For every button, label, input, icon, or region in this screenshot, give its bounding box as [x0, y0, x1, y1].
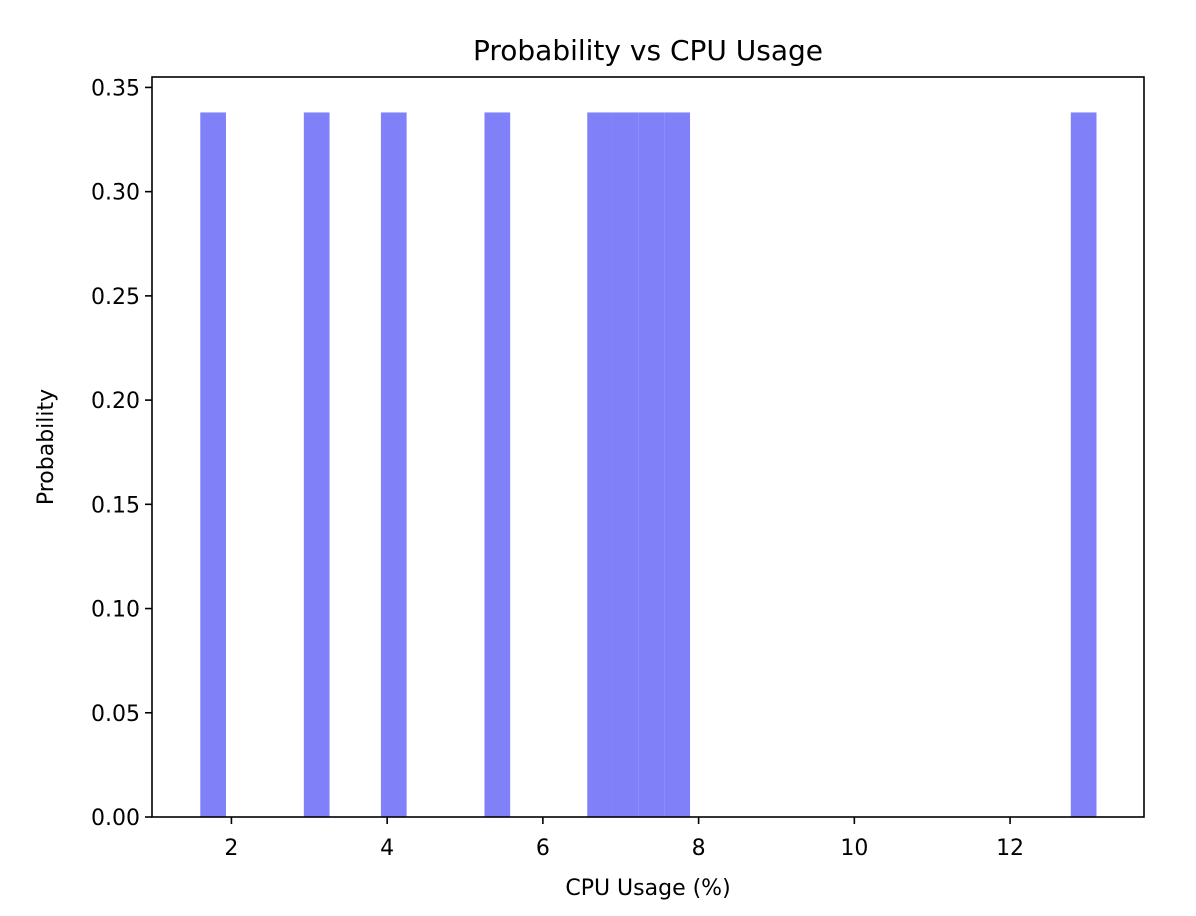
chart-title: Probability vs CPU Usage — [473, 34, 823, 67]
y-tick-label: 0.25 — [91, 285, 140, 310]
y-tick-label: 0.30 — [91, 181, 140, 206]
x-tick-label: 2 — [224, 836, 238, 861]
histogram-bar — [1070, 112, 1097, 817]
histogram-bar — [484, 112, 511, 817]
x-tick-label: 4 — [380, 836, 394, 861]
histogram-bar — [664, 112, 691, 817]
y-axis-label: Probability — [34, 389, 59, 505]
y-tick-label: 0.20 — [91, 389, 140, 414]
y-tick-label: 0.05 — [91, 702, 140, 727]
y-tick-label: 0.00 — [91, 806, 140, 831]
x-tick-label: 12 — [996, 836, 1024, 861]
bars — [200, 112, 1097, 817]
y-tick-label: 0.15 — [91, 493, 140, 518]
x-tick-label: 8 — [692, 836, 706, 861]
x-tick-label: 10 — [840, 836, 868, 861]
y-tick-label: 0.10 — [91, 598, 140, 623]
histogram-bar — [612, 112, 639, 817]
histogram-bar — [380, 112, 407, 817]
histogram-bar — [200, 112, 226, 817]
histogram-bar — [587, 112, 613, 817]
histogram-bar — [638, 112, 665, 817]
y-tick-label: 0.35 — [91, 76, 140, 101]
x-tick-label: 6 — [536, 836, 550, 861]
y-axis-ticks: 0.00 0.05 0.10 0.15 0.20 0.25 0.30 0.35 — [91, 76, 152, 831]
x-axis-ticks: 2 4 6 8 10 12 — [224, 817, 1024, 861]
x-axis-label: CPU Usage (%) — [565, 876, 730, 901]
histogram-bar — [303, 112, 330, 817]
plot-frame — [151, 76, 1145, 818]
